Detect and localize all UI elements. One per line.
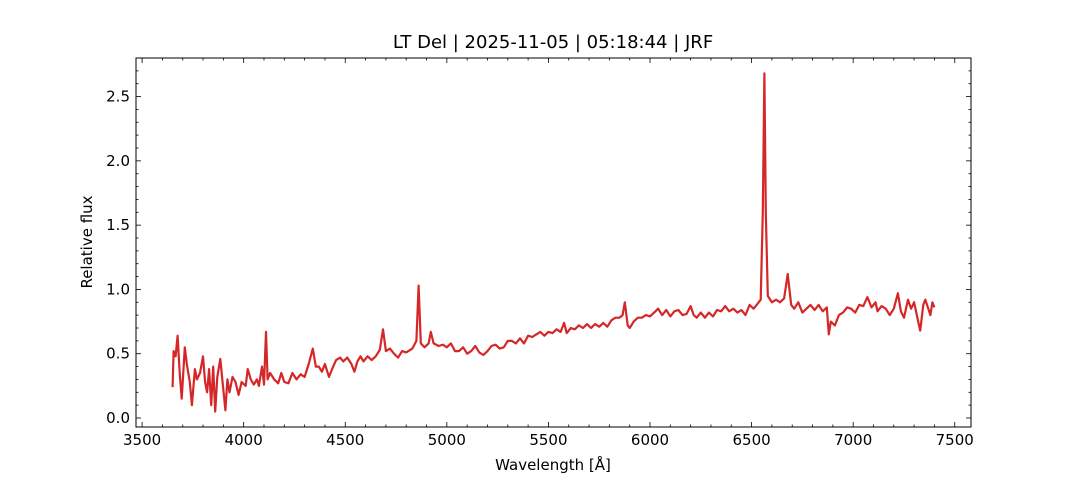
- x-tick-label: 7500: [936, 431, 974, 449]
- y-tick-label: 1.0: [106, 280, 130, 298]
- y-tick-label: 1.5: [106, 216, 130, 234]
- plot-frame: [135, 57, 972, 428]
- y-axis-label: Relative flux: [78, 195, 96, 288]
- x-tick-label: 6000: [631, 431, 669, 449]
- spectrum-line: [171, 72, 936, 413]
- x-axis-label: Wavelength [Å]: [495, 455, 611, 474]
- y-tick-label: 2.5: [106, 88, 130, 106]
- x-tick-label: 5500: [529, 431, 567, 449]
- y-tick-label: 2.0: [106, 152, 130, 170]
- y-tick-label: 0.0: [106, 409, 130, 427]
- y-tick-label: 0.5: [106, 345, 130, 363]
- x-tick-label: 5000: [428, 431, 466, 449]
- x-tick-label: 7000: [834, 431, 872, 449]
- x-tick-label: 4000: [225, 431, 263, 449]
- chart-title: LT Del | 2025-11-05 | 05:18:44 | JRF: [393, 32, 713, 53]
- axis-ticks: 3500 4000 4500 5000 5500 6000 6500 7000 7500 0.0 0…: [106, 58, 974, 449]
- x-tick-label: 3500: [123, 431, 161, 449]
- x-tick-label: 4500: [326, 431, 364, 449]
- x-tick-label: 6500: [732, 431, 770, 449]
